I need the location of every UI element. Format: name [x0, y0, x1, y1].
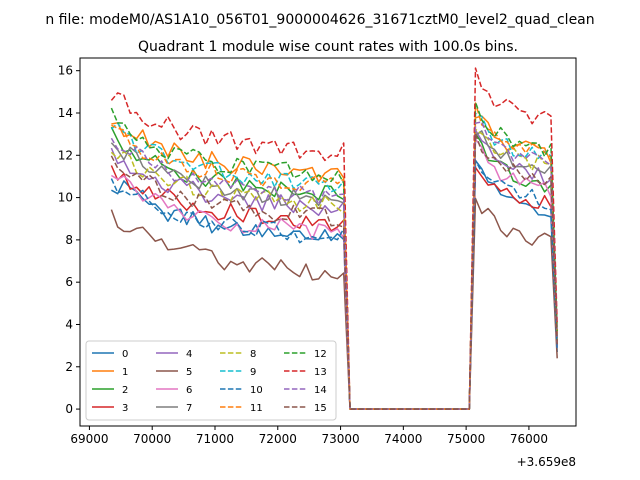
series-line-7	[110, 130, 558, 410]
plot-area: 69000 70000 71000 72000 73000 74000 75000 76000…	[58, 57, 577, 446]
legend-label-4: 4	[186, 349, 192, 360]
series-line-14	[110, 121, 558, 410]
legend-label-3: 3	[122, 403, 128, 414]
y-tick-label: 12	[58, 148, 73, 162]
x-offset-label: +3.659e8	[517, 455, 576, 469]
legend-label-6: 6	[186, 385, 192, 396]
series-line-12	[110, 101, 558, 410]
y-tick-label: 0	[65, 402, 73, 416]
legend-label-10: 10	[250, 385, 263, 396]
legend-label-8: 8	[250, 349, 256, 360]
legend-label-2: 2	[122, 385, 128, 396]
y-tick-label: 10	[58, 191, 73, 205]
y-tick-label: 16	[58, 64, 73, 78]
y-tick-label: 2	[65, 360, 73, 374]
x-tick-label: 74000	[384, 432, 422, 446]
y-axis: 0 2 4 6 8 10 12 14 16	[58, 64, 80, 416]
series-line-0	[111, 159, 558, 410]
series-line-13	[110, 67, 558, 410]
series-line-3	[110, 165, 558, 410]
legend-label-12: 12	[314, 349, 327, 360]
chart-title: Quadrant 1 module wise count rates with …	[138, 39, 518, 55]
y-tick-label: 8	[65, 233, 73, 247]
x-tick-label: 69000	[70, 432, 108, 446]
x-tick-label: 70000	[133, 432, 171, 446]
legend-label-9: 9	[250, 367, 256, 378]
series-line-6	[111, 138, 558, 410]
x-tick-label: 71000	[196, 432, 234, 446]
x-tick-label: 72000	[259, 432, 297, 446]
legend-label-13: 13	[314, 367, 327, 378]
legend-label-7: 7	[186, 403, 192, 414]
y-tick-label: 6	[65, 275, 73, 289]
x-tick-label: 75000	[447, 432, 485, 446]
legend-label-0: 0	[122, 349, 128, 360]
series-line-5	[110, 197, 558, 410]
series-layer	[110, 67, 558, 410]
figure-suptitle: n file: modeM0/AS1A10_056T01_9000004626_…	[45, 12, 594, 28]
legend-label-5: 5	[186, 367, 192, 378]
y-tick-label: 14	[58, 106, 73, 120]
legend-label-1: 1	[122, 367, 128, 378]
series-line-4	[110, 129, 558, 410]
series-line-8	[110, 128, 558, 410]
y-tick-label: 4	[65, 317, 73, 331]
axes-frame	[79, 57, 577, 427]
x-tick-label: 76000	[510, 432, 548, 446]
legend-label-14: 14	[314, 385, 327, 396]
legend-label-15: 15	[314, 403, 327, 414]
series-line-9	[110, 112, 558, 410]
legend-label-11: 11	[250, 403, 263, 414]
series-line-15	[110, 132, 558, 410]
series-line-10	[110, 159, 558, 410]
x-axis: 69000 70000 71000 72000 73000 74000 75000 76000	[70, 426, 548, 446]
x-tick-label: 73000	[321, 432, 359, 446]
legend-box	[85, 340, 337, 421]
